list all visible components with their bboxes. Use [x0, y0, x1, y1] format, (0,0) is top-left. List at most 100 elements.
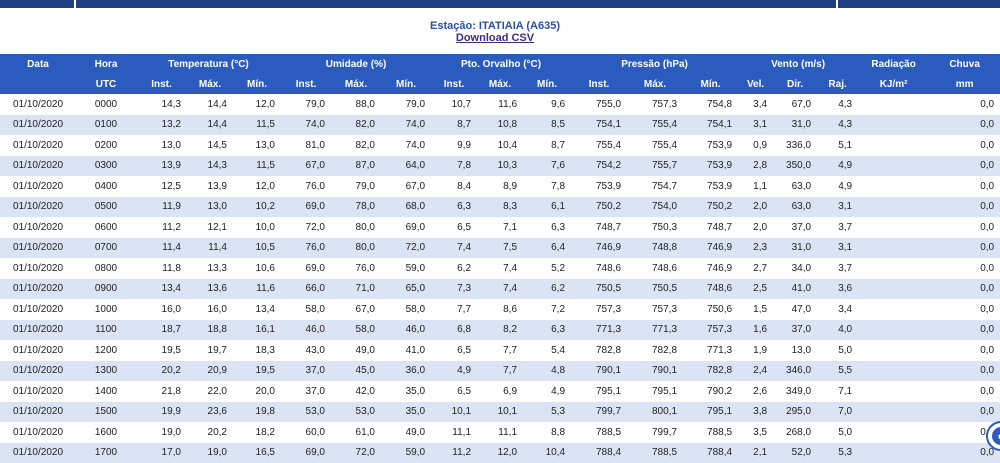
table-cell: 12,0	[233, 94, 281, 115]
table-cell: 7,4	[431, 238, 477, 259]
table-cell: 6,9	[477, 381, 523, 402]
table-cell: 8,2	[477, 320, 523, 341]
table-cell: 6,5	[431, 340, 477, 361]
table-cell: 755,4	[627, 135, 683, 156]
table-cell: 41,0	[381, 340, 431, 361]
table-cell: 19,5	[233, 361, 281, 382]
table-cell: 1200	[76, 340, 136, 361]
table-cell	[858, 217, 929, 238]
table-cell: 0,0	[929, 115, 1000, 136]
table-cell: 17,0	[136, 443, 187, 463]
table-cell: 6,8	[431, 320, 477, 341]
table-cell: 754,1	[571, 115, 627, 136]
table-cell: 78,0	[331, 197, 381, 218]
nav-divider	[836, 0, 838, 8]
table-cell: 790,1	[571, 361, 627, 382]
table-cell: 10,4	[477, 135, 523, 156]
table-cell: 53,0	[281, 402, 331, 423]
table-cell: 11,1	[431, 422, 477, 443]
table-cell: 788,5	[627, 443, 683, 463]
table-cell	[858, 279, 929, 300]
table-cell	[858, 340, 929, 361]
header-data: Data	[0, 54, 76, 74]
table-cell: 6,1	[523, 197, 571, 218]
table-cell	[858, 238, 929, 259]
table-cell: 63,0	[773, 197, 817, 218]
table-cell	[858, 135, 929, 156]
table-cell: 1,5	[738, 299, 773, 320]
table-cell: 1500	[76, 402, 136, 423]
table-cell: 7,7	[477, 361, 523, 382]
table-cell: 16,1	[233, 320, 281, 341]
table-cell	[858, 197, 929, 218]
table-cell: 42,0	[331, 381, 381, 402]
table-cell: 60,0	[281, 422, 331, 443]
table-cell: 3,1	[817, 197, 858, 218]
table-cell: 81,0	[281, 135, 331, 156]
table-cell: 2,5	[738, 279, 773, 300]
table-cell: 754,0	[627, 197, 683, 218]
table-cell: 5,0	[817, 340, 858, 361]
table-cell: 7,6	[523, 156, 571, 177]
table-cell: 6,2	[523, 279, 571, 300]
table-cell: 1,1	[738, 176, 773, 197]
table-cell: 80,0	[331, 238, 381, 259]
table-cell: 7,7	[431, 299, 477, 320]
weather-data-table: Data Hora Temperatura (°C) Umidade (%) P…	[0, 54, 1000, 463]
table-cell: 750,2	[571, 197, 627, 218]
subheader-vento-vel: Vel.	[738, 74, 773, 94]
table-cell: 0100	[76, 115, 136, 136]
table-cell: 755,0	[571, 94, 627, 115]
subheader-orv-max: Máx.	[477, 74, 523, 94]
table-cell: 43,0	[281, 340, 331, 361]
table-cell: 7,3	[431, 279, 477, 300]
table-cell: 1,6	[738, 320, 773, 341]
subheader-vento-dir: Dir.	[773, 74, 817, 94]
table-cell: 11,6	[477, 94, 523, 115]
table-cell: 8,5	[523, 115, 571, 136]
table-cell: 10,5	[233, 238, 281, 259]
table-cell: 788,5	[571, 422, 627, 443]
table-cell: 0,0	[929, 176, 1000, 197]
table-cell: 754,2	[571, 156, 627, 177]
table-cell: 750,5	[571, 279, 627, 300]
subheader-umid-inst: Inst.	[281, 74, 331, 94]
table-cell: 0,0	[929, 279, 1000, 300]
table-cell: 10,1	[431, 402, 477, 423]
table-cell: 1,9	[738, 340, 773, 361]
table-cell: 11,5	[233, 115, 281, 136]
table-cell	[858, 258, 929, 279]
table-cell: 750,2	[683, 197, 738, 218]
table-cell: 67,0	[773, 94, 817, 115]
table-cell: 5,5	[817, 361, 858, 382]
table-cell: 31,0	[773, 238, 817, 259]
table-cell: 22,0	[187, 381, 233, 402]
table-cell: 5,3	[523, 402, 571, 423]
table-cell: 11,4	[187, 238, 233, 259]
subheader-orv-min: Mín.	[523, 74, 571, 94]
table-cell: 755,4	[627, 115, 683, 136]
subheader-date-blank	[0, 74, 76, 94]
table-cell: 47,0	[773, 299, 817, 320]
table-cell: 6,3	[523, 217, 571, 238]
table-cell: 13,4	[136, 279, 187, 300]
download-csv-link[interactable]: Download CSV	[456, 32, 534, 44]
table-cell: 349,0	[773, 381, 817, 402]
table-cell	[858, 299, 929, 320]
table-cell: 37,0	[773, 217, 817, 238]
table-cell: 74,0	[381, 135, 431, 156]
table-cell: 0,0	[929, 402, 1000, 423]
table-cell: 13,6	[187, 279, 233, 300]
table-cell: 788,4	[683, 443, 738, 463]
table-cell: 2,4	[738, 361, 773, 382]
table-cell	[858, 381, 929, 402]
table-cell: 79,0	[281, 94, 331, 115]
table-cell: 771,3	[571, 320, 627, 341]
subheader-pres-inst: Inst.	[571, 74, 627, 94]
table-cell: 799,7	[627, 422, 683, 443]
table-cell: 66,0	[281, 279, 331, 300]
